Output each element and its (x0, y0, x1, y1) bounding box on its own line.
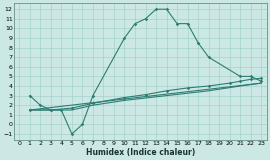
X-axis label: Humidex (Indice chaleur): Humidex (Indice chaleur) (86, 148, 195, 156)
